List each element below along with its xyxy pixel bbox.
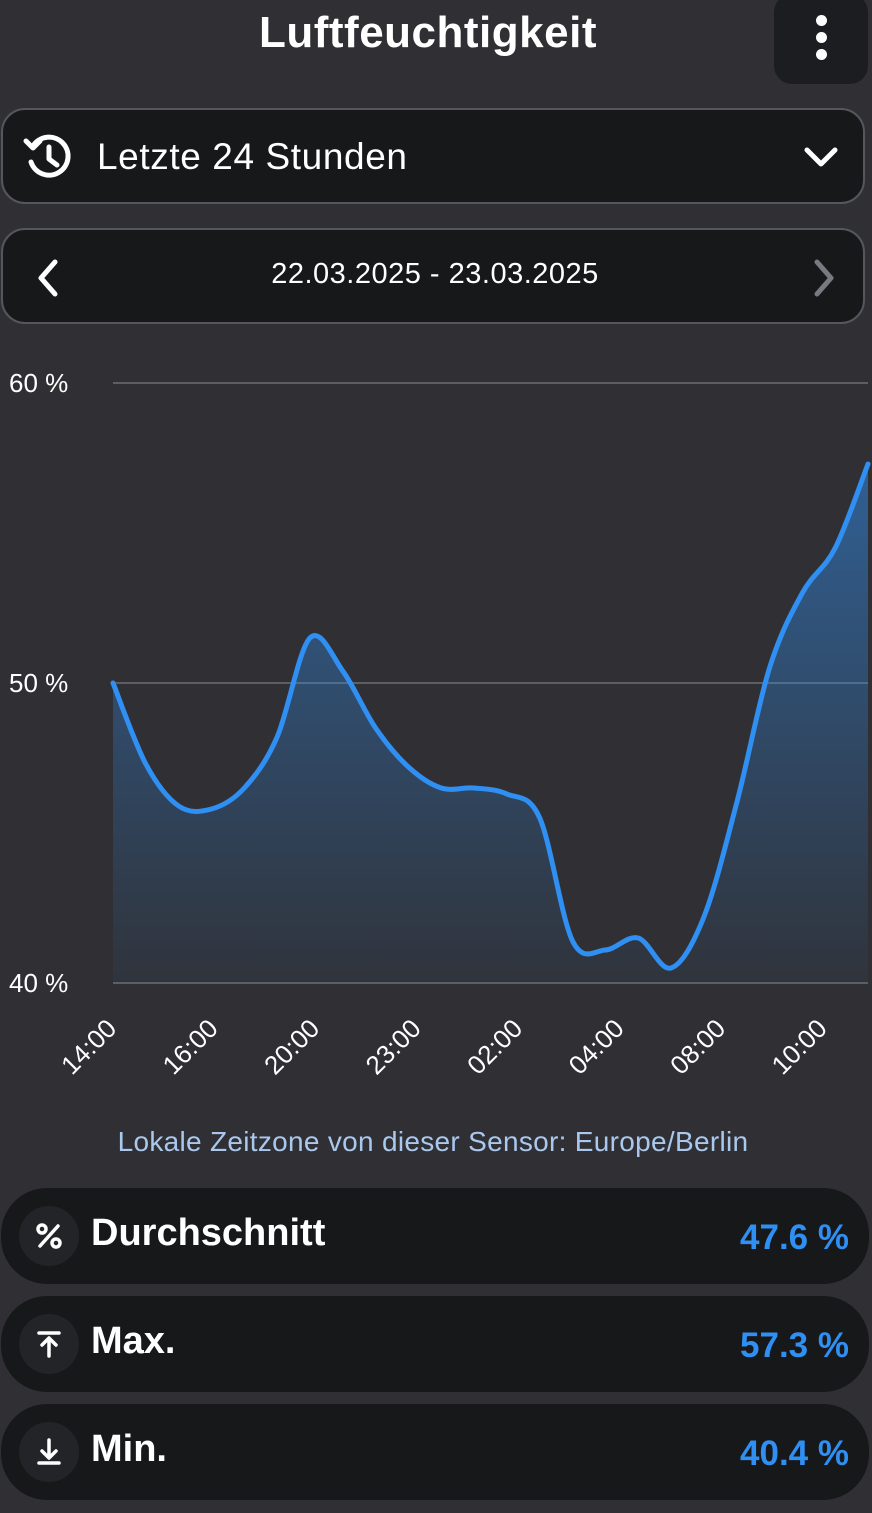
x-tick-label: 08:00 <box>664 1013 731 1080</box>
x-tick-label: 14:00 <box>55 1013 122 1080</box>
stat-average: Durchschnitt 47.6 % <box>1 1188 869 1284</box>
page-title: Luftfeuchtigkeit <box>259 8 597 57</box>
x-tick-label: 16:00 <box>157 1013 224 1080</box>
timezone-note: Lokale Zeitzone von dieser Sensor: Europ… <box>117 1126 749 1157</box>
stat-max: Max. 57.3 % <box>1 1296 869 1392</box>
humidity-chart: 60 % 50 % 40 % 14:00 16:00 20:00 23:00 02:00 04:… <box>9 368 871 1080</box>
x-tick-label: 10:00 <box>766 1013 833 1080</box>
arrow-up-to-line-icon <box>19 1314 79 1374</box>
y-tick-label: 50 % <box>9 668 68 698</box>
stat-value: 57.3 % <box>740 1326 849 1365</box>
header: Luftfeuchtigkeit <box>0 0 872 90</box>
y-tick-label: 40 % <box>9 968 68 998</box>
more-menu-button[interactable] <box>774 0 868 84</box>
stat-min: Min. 40.4 % <box>1 1404 869 1500</box>
x-tick-label: 23:00 <box>360 1013 427 1080</box>
stat-label: Max. <box>91 1320 176 1362</box>
date-range-label: 22.03.2025 - 23.03.2025 <box>271 258 599 290</box>
series-line <box>110 461 871 971</box>
stat-value: 40.4 % <box>740 1434 849 1473</box>
chevron-left-icon[interactable] <box>33 258 63 298</box>
time-range-select[interactable]: Letzte 24 Stunden <box>1 108 865 204</box>
x-tick-label: 20:00 <box>258 1013 325 1080</box>
series-area <box>113 464 868 983</box>
x-tick-label: 02:00 <box>461 1013 528 1080</box>
percent-icon <box>19 1206 79 1266</box>
time-range-label: Letzte 24 Stunden <box>97 136 408 177</box>
chevron-right-icon[interactable] <box>809 258 839 298</box>
y-tick-label: 60 % <box>9 368 68 398</box>
chevron-down-icon <box>804 147 838 167</box>
history-icon <box>23 134 71 178</box>
x-tick-label: 04:00 <box>563 1013 630 1080</box>
arrow-down-to-line-icon <box>19 1422 79 1482</box>
stat-value: 47.6 % <box>740 1218 849 1257</box>
stat-label: Min. <box>91 1428 167 1470</box>
date-navigator: 22.03.2025 - 23.03.2025 <box>1 228 865 324</box>
stat-label: Durchschnitt <box>91 1212 326 1254</box>
